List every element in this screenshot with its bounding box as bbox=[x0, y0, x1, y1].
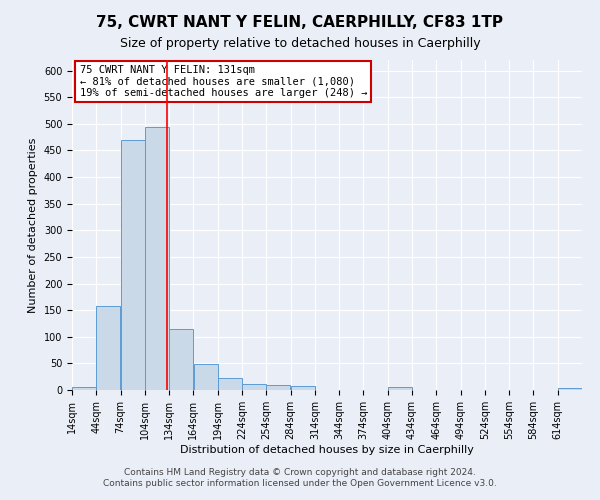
Bar bbox=[97, 306, 121, 390]
Bar bbox=[558, 388, 582, 390]
Bar bbox=[242, 384, 266, 390]
X-axis label: Distribution of detached houses by size in Caerphilly: Distribution of detached houses by size … bbox=[180, 444, 474, 454]
Bar bbox=[194, 364, 218, 390]
Bar bbox=[266, 384, 290, 390]
Text: 75, CWRT NANT Y FELIN, CAERPHILLY, CF83 1TP: 75, CWRT NANT Y FELIN, CAERPHILLY, CF83 … bbox=[97, 15, 503, 30]
Text: 75 CWRT NANT Y FELIN: 131sqm
← 81% of detached houses are smaller (1,080)
19% of: 75 CWRT NANT Y FELIN: 131sqm ← 81% of de… bbox=[80, 65, 367, 98]
Y-axis label: Number of detached properties: Number of detached properties bbox=[28, 138, 38, 312]
Bar bbox=[145, 126, 169, 390]
Bar bbox=[169, 329, 193, 390]
Text: Size of property relative to detached houses in Caerphilly: Size of property relative to detached ho… bbox=[119, 38, 481, 51]
Bar bbox=[218, 378, 242, 390]
Bar bbox=[72, 388, 96, 390]
Bar bbox=[388, 388, 412, 390]
Bar bbox=[121, 140, 145, 390]
Text: Contains HM Land Registry data © Crown copyright and database right 2024.
Contai: Contains HM Land Registry data © Crown c… bbox=[103, 468, 497, 487]
Bar bbox=[291, 386, 314, 390]
